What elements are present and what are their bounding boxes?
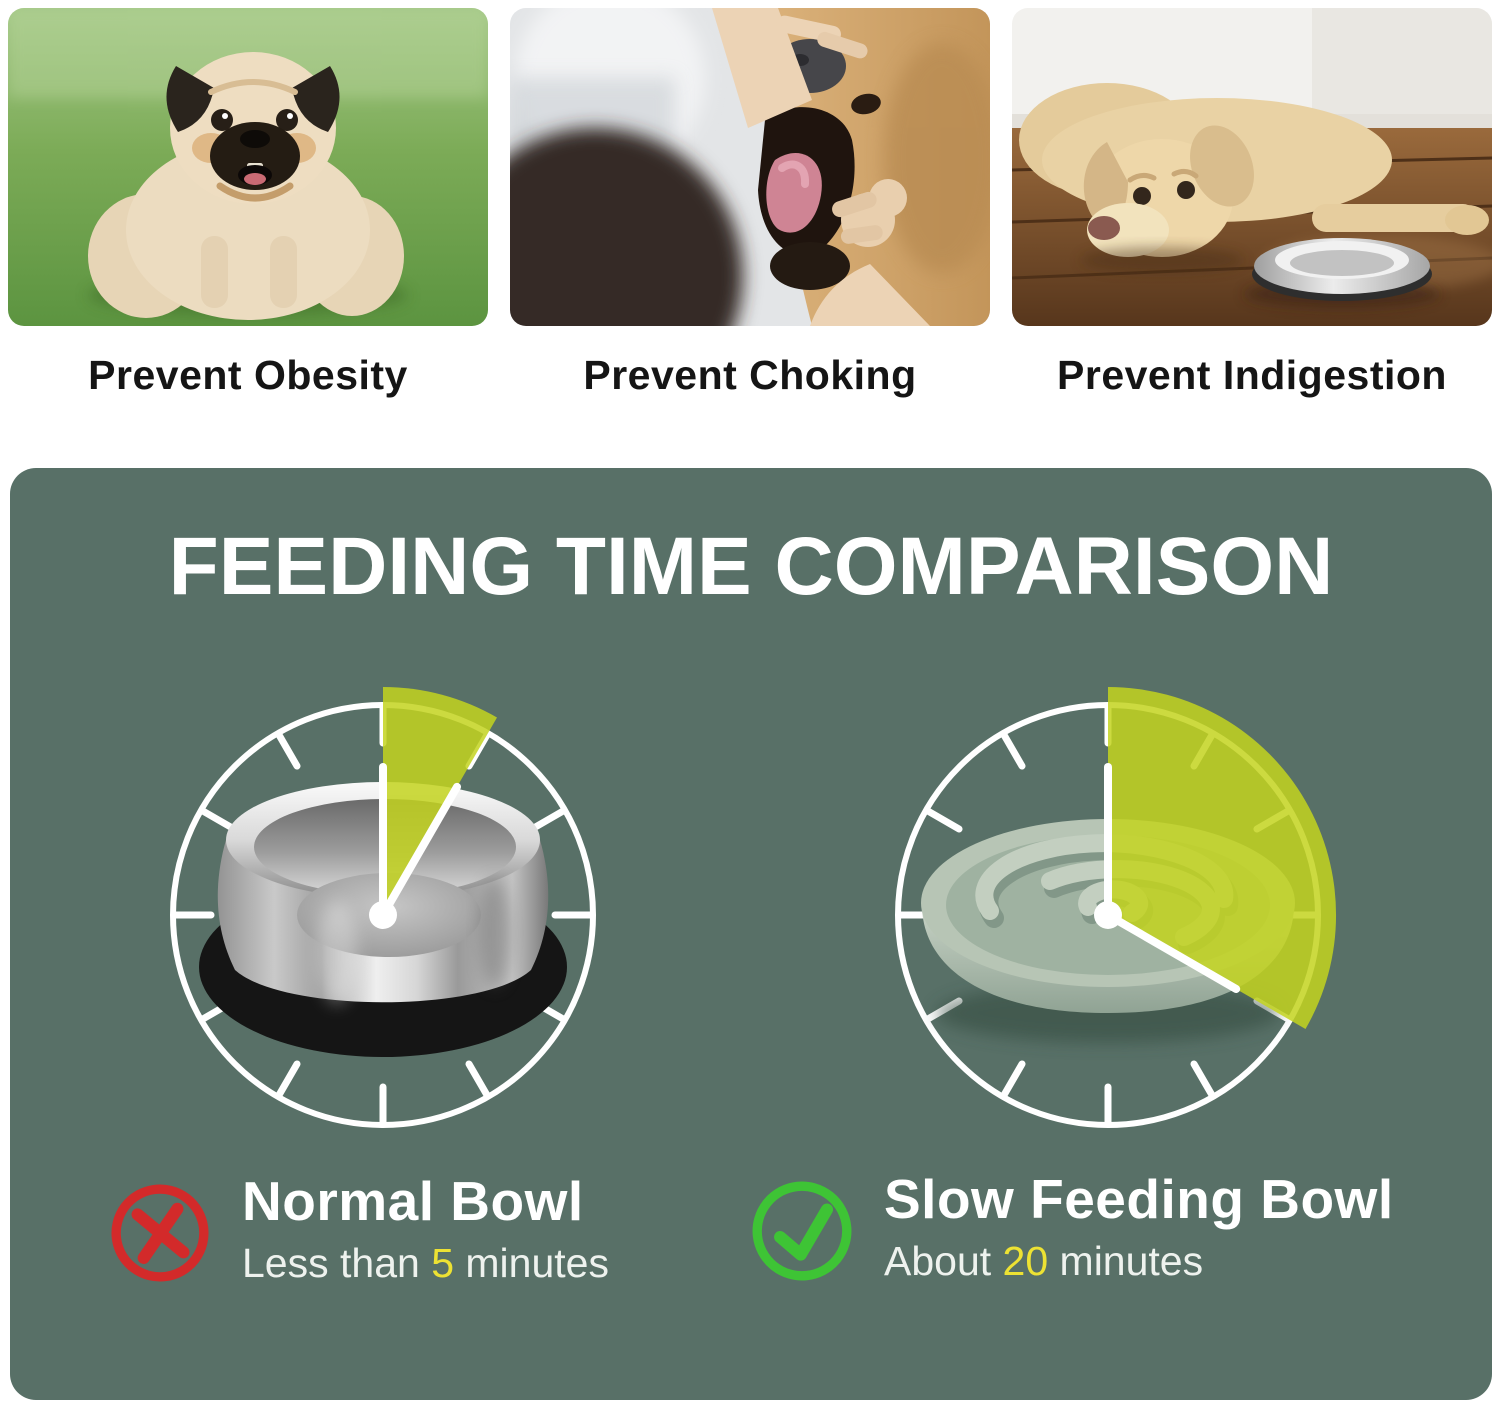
clock-slow-illustration xyxy=(895,687,1337,1128)
slow-bowl-label: Slow Feeding Bowl xyxy=(884,1168,1394,1230)
clock-slow-bowl xyxy=(848,655,1368,1175)
comparison-title: FEEDING TIME COMPARISON xyxy=(168,521,1334,612)
slow-bowl-time: About 20 minutes xyxy=(884,1237,1394,1284)
normal-bowl-time: Less than 5 minutes xyxy=(242,1239,609,1286)
slow-bowl-result: Slow Feeding Bowl About 20 minutes xyxy=(746,1168,1394,1287)
slow-bowl-time-suffix: minutes xyxy=(1048,1237,1204,1284)
benefit-photos-row xyxy=(8,8,1492,326)
caption-prevent-choking: Prevent Choking xyxy=(583,352,917,398)
clock-hands xyxy=(379,763,461,919)
clock-center-dot xyxy=(369,901,397,929)
cross-icon xyxy=(104,1177,216,1289)
clock-normal-illustration xyxy=(170,687,596,1128)
normal-bowl-minutes-value: 5 xyxy=(431,1239,454,1286)
benefit-captions-row: Prevent Obesity Prevent Choking Prevent … xyxy=(8,352,1492,399)
slow-bowl-text: Slow Feeding Bowl About 20 minutes xyxy=(884,1168,1394,1284)
normal-bowl-result: Normal Bowl Less than 5 minutes xyxy=(104,1170,609,1289)
slow-bowl-time-prefix: About xyxy=(884,1237,1003,1284)
caption-prevent-indigestion: Prevent Indigestion xyxy=(1057,352,1447,398)
clock-normal-bowl xyxy=(123,655,643,1175)
normal-bowl-label: Normal Bowl xyxy=(242,1170,584,1232)
dog-by-bowl-illustration xyxy=(1012,8,1492,326)
comparison-panel: FEEDING TIME COMPARISON xyxy=(10,468,1492,1400)
caption-prevent-obesity: Prevent Obesity xyxy=(88,352,408,398)
dog-mouth-check-illustration xyxy=(510,8,990,326)
normal-bowl-time-suffix: minutes xyxy=(454,1239,609,1286)
clock-ticks xyxy=(171,703,595,1127)
slow-bowl-minutes-value: 20 xyxy=(1002,1237,1049,1284)
clock-hands xyxy=(1104,763,1241,993)
stainless-steel-bowl xyxy=(199,782,567,1057)
photo-prevent-obesity xyxy=(8,8,488,326)
clock-center-dot xyxy=(1094,901,1122,929)
photo-prevent-choking xyxy=(510,8,990,326)
check-icon xyxy=(746,1175,858,1287)
photo-prevent-indigestion xyxy=(1012,8,1492,326)
pug-on-grass-illustration xyxy=(8,8,488,326)
normal-bowl-time-prefix: Less than xyxy=(242,1239,432,1286)
normal-bowl-text: Normal Bowl Less than 5 minutes xyxy=(242,1170,609,1286)
